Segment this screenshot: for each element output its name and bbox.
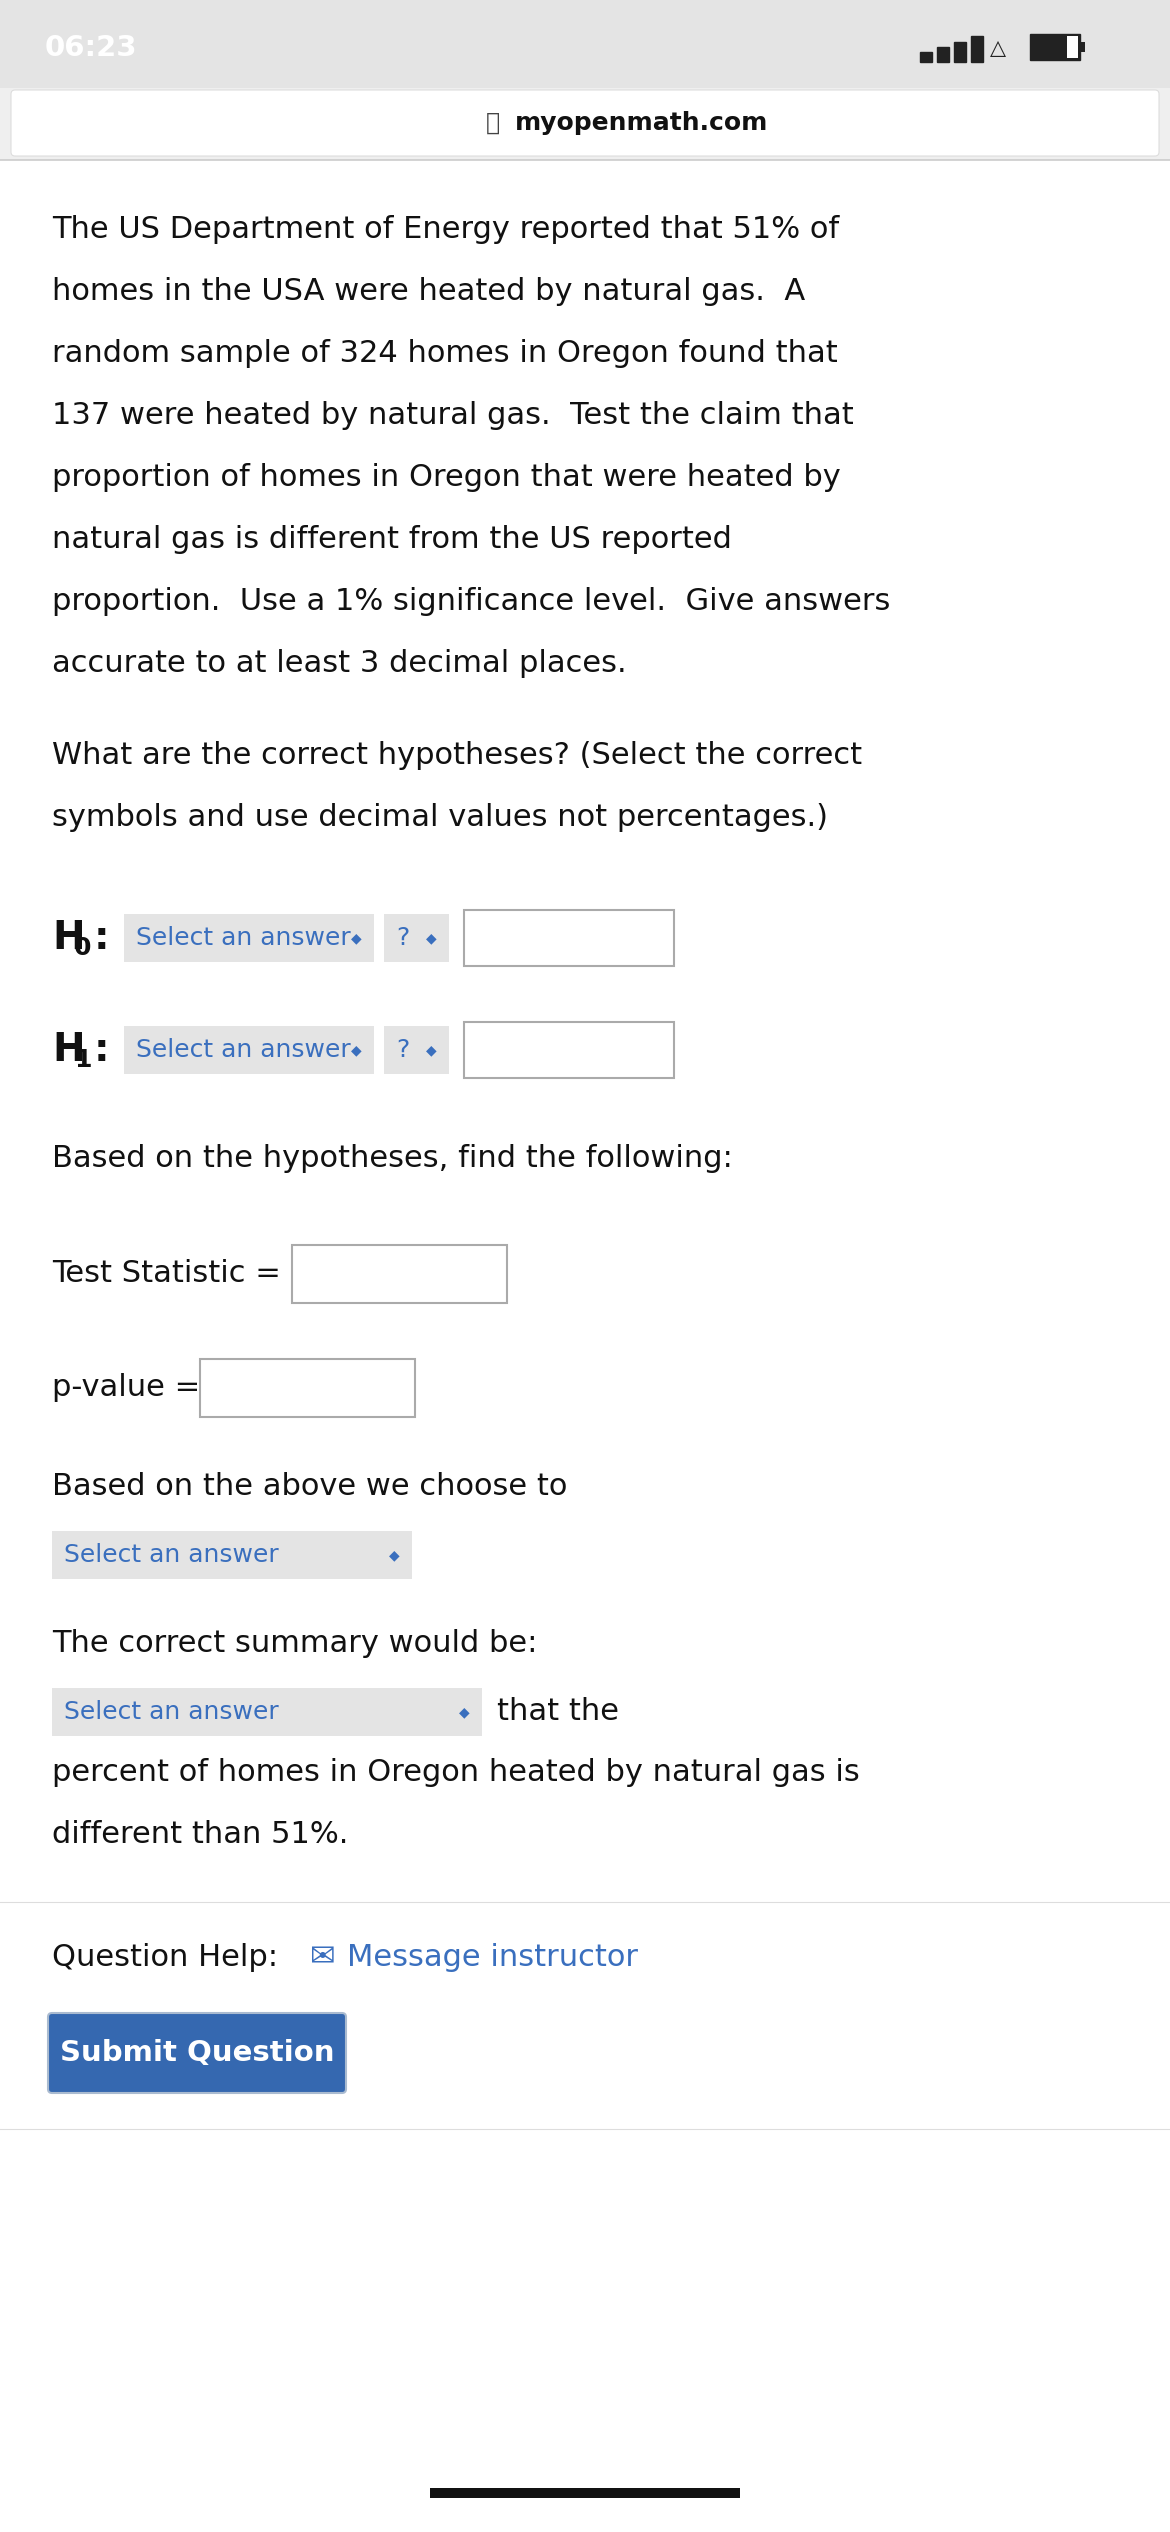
Text: proportion.  Use a 1% significance level.  Give answers: proportion. Use a 1% significance level.… — [51, 587, 890, 615]
FancyBboxPatch shape — [51, 1532, 412, 1580]
FancyBboxPatch shape — [0, 160, 1170, 2532]
FancyBboxPatch shape — [11, 91, 1159, 157]
Bar — [971, 35, 983, 61]
Bar — [937, 48, 949, 61]
Text: :: : — [94, 1031, 110, 1069]
Text: homes in the USA were heated by natural gas.  A: homes in the USA were heated by natural … — [51, 276, 805, 306]
Text: ?: ? — [395, 1038, 410, 1061]
FancyBboxPatch shape — [384, 914, 449, 962]
Text: Question Help:: Question Help: — [51, 1945, 278, 1972]
FancyBboxPatch shape — [48, 2013, 346, 2094]
FancyBboxPatch shape — [200, 1360, 415, 1418]
Text: ◆: ◆ — [426, 1043, 436, 1056]
FancyBboxPatch shape — [1032, 35, 1067, 58]
FancyBboxPatch shape — [124, 914, 374, 962]
Text: myopenmath.com: myopenmath.com — [515, 111, 769, 134]
Text: ◆: ◆ — [459, 1704, 469, 1719]
Text: Based on the hypotheses, find the following:: Based on the hypotheses, find the follow… — [51, 1144, 732, 1172]
Text: ◆: ◆ — [351, 932, 362, 944]
Text: accurate to at least 3 decimal places.: accurate to at least 3 decimal places. — [51, 648, 627, 679]
Text: percent of homes in Oregon heated by natural gas is: percent of homes in Oregon heated by nat… — [51, 1757, 860, 1788]
Text: proportion of homes in Oregon that were heated by: proportion of homes in Oregon that were … — [51, 463, 841, 491]
Text: Select an answer: Select an answer — [136, 927, 351, 950]
Text: Message instructor: Message instructor — [347, 1945, 638, 1972]
Text: 137 were heated by natural gas.  Test the claim that: 137 were heated by natural gas. Test the… — [51, 400, 854, 430]
Bar — [920, 53, 932, 61]
Text: ◆: ◆ — [426, 932, 436, 944]
Text: Test Statistic =: Test Statistic = — [51, 1258, 281, 1289]
FancyBboxPatch shape — [1032, 35, 1078, 58]
Text: ?: ? — [395, 927, 410, 950]
Text: natural gas is different from the US reported: natural gas is different from the US rep… — [51, 524, 732, 555]
Text: Based on the above we choose to: Based on the above we choose to — [51, 1471, 567, 1501]
Text: 🔒: 🔒 — [486, 111, 500, 134]
Bar — [954, 43, 966, 61]
Bar — [431, 2489, 739, 2499]
Text: H: H — [51, 1031, 84, 1069]
Text: △: △ — [990, 38, 1006, 58]
Text: 06:23: 06:23 — [44, 33, 138, 61]
Text: different than 51%.: different than 51%. — [51, 1821, 349, 1848]
FancyBboxPatch shape — [0, 0, 1170, 89]
Text: Submit Question: Submit Question — [60, 2038, 335, 2066]
Text: ◆: ◆ — [351, 1043, 362, 1056]
Text: What are the correct hypotheses? (Select the correct: What are the correct hypotheses? (Select… — [51, 742, 862, 770]
Text: that the: that the — [497, 1696, 619, 1727]
Text: Select an answer: Select an answer — [64, 1542, 278, 1567]
Text: 0: 0 — [74, 937, 91, 960]
Text: :: : — [94, 919, 110, 957]
FancyBboxPatch shape — [464, 1023, 674, 1079]
FancyBboxPatch shape — [384, 1025, 449, 1074]
Text: Select an answer: Select an answer — [64, 1699, 278, 1724]
Text: ◆: ◆ — [388, 1547, 399, 1562]
Text: 1: 1 — [74, 1048, 91, 1071]
FancyBboxPatch shape — [1030, 33, 1080, 61]
FancyBboxPatch shape — [51, 1689, 482, 1737]
FancyBboxPatch shape — [292, 1246, 507, 1304]
Text: Select an answer: Select an answer — [136, 1038, 351, 1061]
Text: The US Department of Energy reported that 51% of: The US Department of Energy reported tha… — [51, 215, 839, 243]
Text: H: H — [51, 919, 84, 957]
FancyBboxPatch shape — [1080, 43, 1085, 53]
Text: p-value =: p-value = — [51, 1372, 200, 1403]
Text: The correct summary would be:: The correct summary would be: — [51, 1628, 537, 1658]
FancyBboxPatch shape — [124, 1025, 374, 1074]
Text: ✉: ✉ — [310, 1945, 336, 1972]
FancyBboxPatch shape — [464, 909, 674, 967]
Text: symbols and use decimal values not percentages.): symbols and use decimal values not perce… — [51, 803, 828, 833]
Text: random sample of 324 homes in Oregon found that: random sample of 324 homes in Oregon fou… — [51, 339, 838, 367]
